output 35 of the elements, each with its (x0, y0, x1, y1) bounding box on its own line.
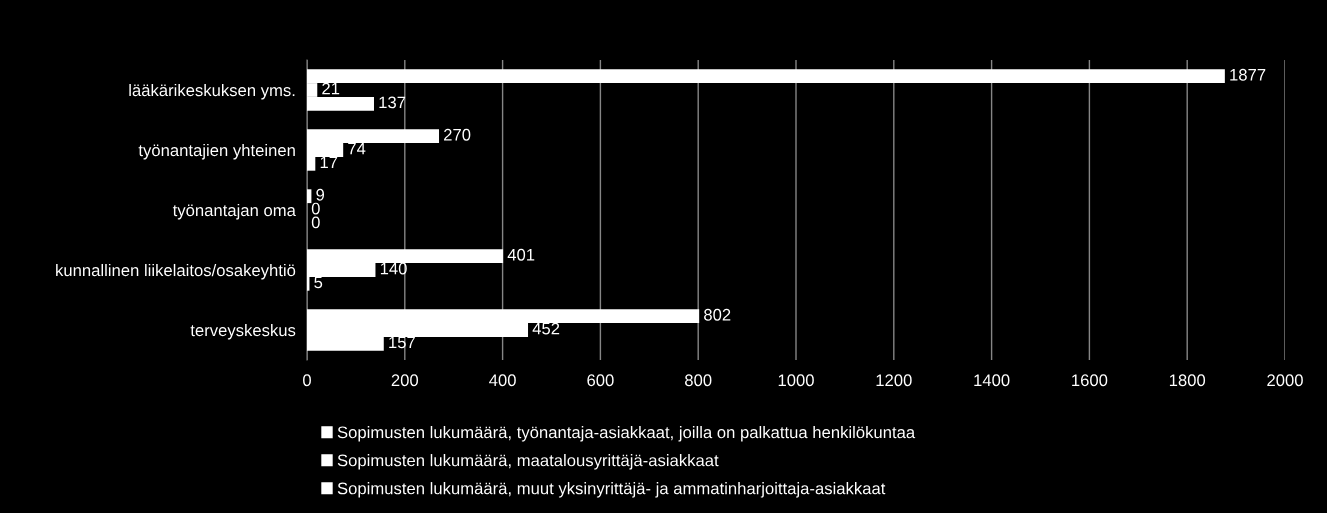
y-tick-label: lääkärikeskuksen yms. (129, 83, 295, 100)
x-tick-label: 1200 (876, 374, 912, 387)
data-label: 0 (311, 216, 320, 229)
x-tick-label: 1000 (778, 374, 814, 387)
x-tick-label: 400 (489, 374, 516, 387)
y-tick-label: terveyskeskus (190, 323, 296, 340)
data-label: 802 (704, 308, 731, 321)
data-label: 270 (444, 128, 471, 141)
legend-label: Sopimusten lukumäärä, maatalousyrittäjä-asiakkaat (337, 454, 719, 470)
x-tick-label: 2000 (1267, 374, 1303, 387)
x-tick-label: 1400 (974, 374, 1010, 387)
y-tick-label: kunnallinen liikelaitos/osakeyhtiö (56, 263, 296, 280)
data-label: 5 (314, 276, 323, 289)
data-label: 452 (532, 322, 560, 335)
data-label: 1877 (1230, 68, 1266, 81)
data-label: 140 (380, 262, 407, 275)
bar (307, 189, 312, 204)
data-label: 157 (389, 336, 415, 349)
y-tick-label: työnantajien yhteinen (138, 143, 295, 160)
data-label: 0 (311, 202, 320, 215)
legend-label: Sopimusten lukumäärä, muut yksinyrittäjä- ja ammatinharjoittaja-asiakkaat (337, 482, 886, 498)
x-tick-label: 200 (391, 374, 419, 387)
data-label: 401 (507, 248, 535, 261)
data-label: 21 (322, 82, 340, 95)
data-label: 9 (316, 188, 325, 201)
legend-label: Sopimusten lukumäärä, työnantaja-asiakkaat, joilla on palkattua henkilökuntaa (337, 426, 916, 442)
data-label: 74 (348, 142, 366, 155)
x-tick-label: 1800 (1169, 374, 1206, 387)
x-tick-label: 1600 (1072, 374, 1108, 387)
data-label: 137 (379, 96, 406, 109)
x-tick-label: 800 (685, 374, 712, 387)
x-tick-label: 600 (587, 374, 614, 387)
y-tick-label: työnantajan oma (172, 203, 296, 220)
x-tick-label: 0 (303, 374, 311, 387)
data-label: 17 (320, 156, 338, 169)
